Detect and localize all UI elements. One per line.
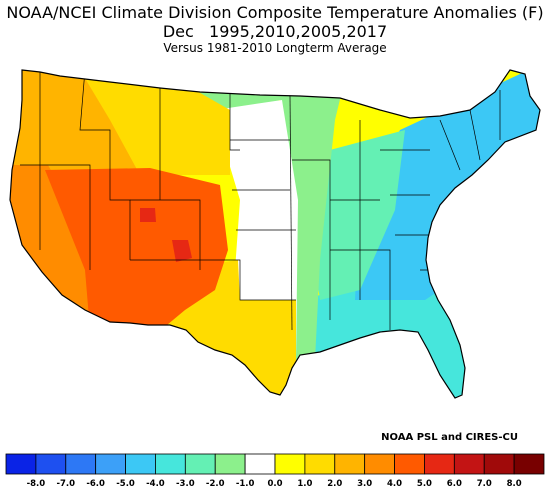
colorbar-swatch (35, 453, 67, 475)
colorbar-tick-label: 8.0 (507, 479, 522, 489)
map-subtitle-baseline: Versus 1981-2010 Longterm Average (163, 41, 387, 55)
region-colorado-hotspot (140, 208, 156, 222)
colorbar-swatch (274, 453, 306, 475)
colorbar-tick-label: -8.0 (27, 479, 46, 489)
region-great-lakes-ohio-valley (310, 130, 405, 300)
map-subtitle-years: Dec 1995,2010,2005,2017 (162, 22, 388, 41)
colorbar-tick-label: 4.0 (387, 479, 402, 489)
colorbar-tick-label: 0.0 (267, 479, 282, 489)
colorbar-tick-label: -3.0 (176, 479, 195, 489)
colorbar-swatch (394, 453, 425, 475)
colorbar-swatch (513, 453, 545, 475)
colorbar-tick-label: -7.0 (56, 479, 75, 489)
colorbar-swatch (65, 453, 97, 475)
region-four-corners-hotspot (172, 240, 192, 262)
colorbar-swatch (184, 453, 216, 475)
region-great-basin-southwest (45, 168, 228, 335)
colorbar-swatch (453, 453, 485, 475)
colorbar-swatch (214, 453, 246, 475)
colorbar-tick-label: 6.0 (447, 479, 462, 489)
colorbar-swatch (424, 453, 455, 475)
colorbar-tick-label: 1.0 (297, 479, 312, 489)
colorbar-swatch (244, 453, 276, 475)
colorbar-tick-label: -6.0 (86, 479, 105, 489)
region-northern-rockies (70, 70, 230, 175)
region-pacific-northwest (10, 70, 140, 175)
colorbar-swatch (334, 453, 366, 475)
us-climate-division-map (9, 69, 541, 399)
colorbar-tick-label: 7.0 (477, 479, 492, 489)
colorbar-swatch (125, 453, 156, 475)
colorbar-tick-label: -5.0 (116, 479, 135, 489)
credit-label: NOAA PSL and CIRES-CU (381, 432, 518, 443)
colorbar-swatch (5, 453, 37, 475)
colorbar-swatch (304, 453, 336, 475)
colorbar-tick-label: 5.0 (417, 479, 432, 489)
colorbar-swatch (95, 453, 126, 475)
colorbar-tick-label: 3.0 (357, 479, 372, 489)
colorbar-tick-label: -2.0 (206, 479, 225, 489)
colorbar-tick-label: -4.0 (146, 479, 165, 489)
colorbar-swatch (483, 453, 515, 475)
colorbar-tick-label: 2.0 (327, 479, 342, 489)
map-title: NOAA/NCEI Climate Division Composite Tem… (6, 3, 544, 22)
colorbar-swatch (364, 453, 395, 475)
color-scale-legend: -8.0 -7.0 -6.0 -5.0 -4.0 -3.0 -2.0 -1.0 0.0 1.0 2.… (5, 453, 545, 489)
colorbar-tick-label: -1.0 (236, 479, 255, 489)
colorbar-swatch (155, 453, 186, 475)
